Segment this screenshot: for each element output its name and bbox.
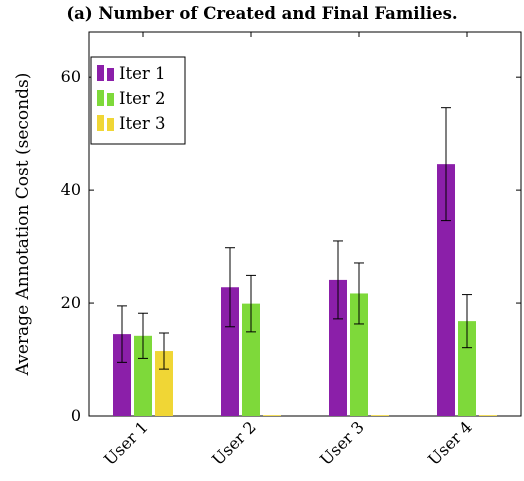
- bar: [263, 415, 281, 416]
- legend-swatch: [107, 118, 114, 131]
- bar: [113, 334, 131, 416]
- legend-label: Iter 2: [119, 89, 166, 108]
- legend-label: Iter 1: [119, 64, 166, 83]
- legend-swatch: [97, 65, 104, 81]
- legend-swatch: [107, 68, 114, 81]
- bar: [371, 415, 389, 416]
- x-tick-label: User 3: [316, 417, 368, 469]
- x-tick-label: User 2: [208, 417, 260, 469]
- y-axis: 0 20 40 60: [61, 67, 521, 425]
- x-tick-label: User 1: [100, 417, 152, 469]
- bar: [437, 164, 455, 416]
- bar: [479, 415, 497, 416]
- bar: [329, 279, 347, 416]
- legend-swatch: [107, 93, 114, 106]
- bars: [113, 164, 497, 416]
- error-bars: [117, 107, 472, 370]
- y-tick-label: 0: [71, 406, 81, 425]
- plot-area: [88, 31, 522, 417]
- y-tick-label: 40: [61, 180, 81, 199]
- bar: [221, 287, 239, 416]
- bar: [458, 321, 476, 416]
- bar: [134, 335, 152, 416]
- y-tick-label: 20: [61, 293, 81, 312]
- legend-box: [90, 56, 186, 145]
- legend-swatch: [97, 90, 104, 106]
- legend-swatch: [97, 115, 104, 131]
- legend: Iter 1 Iter 2 Iter 3: [90, 56, 186, 145]
- plot-frame: [88, 31, 522, 417]
- bar: [155, 351, 173, 416]
- y-axis-title: Average Annotation Cost (seconds): [13, 73, 33, 377]
- chart-title: (a) Number of Created and Final Families…: [66, 4, 458, 23]
- x-tick-label: User 4: [424, 417, 476, 469]
- y-tick-label: 60: [61, 67, 81, 86]
- legend-label: Iter 3: [119, 114, 166, 133]
